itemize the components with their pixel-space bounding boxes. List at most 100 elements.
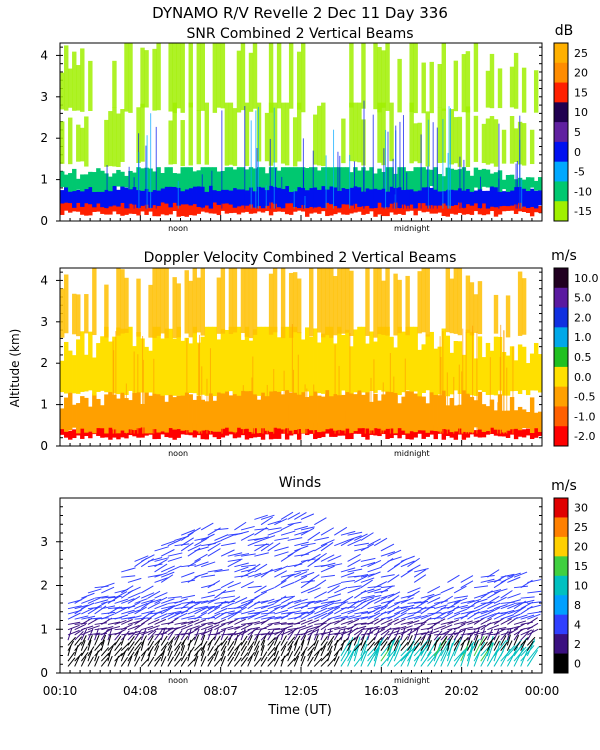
wind-barb: [373, 636, 385, 657]
wind-barb: [387, 612, 401, 620]
heatmap-cell: [465, 198, 471, 215]
wind-barb: [380, 585, 394, 594]
heatmap-cell: [200, 43, 205, 111]
heatmap-cell: [212, 43, 218, 113]
heatmap-cell: [417, 388, 422, 431]
wind-barb: [327, 585, 340, 594]
heatmap-cell: [168, 328, 173, 395]
wind-barb: [380, 574, 395, 578]
heatmap-cell: [80, 396, 85, 429]
heatmap-cell: [421, 268, 426, 333]
heatmap-cell: [184, 167, 189, 190]
wind-barb: [161, 621, 174, 625]
heatmap-cell: [381, 326, 386, 392]
wind-barb: [194, 619, 207, 625]
heatmap-cell: [72, 429, 77, 439]
wind-barb: [254, 585, 267, 594]
wind-barb: [433, 618, 446, 625]
colorbar-frame: [553, 267, 569, 447]
heatmap-cell: [116, 327, 121, 395]
heatmap-cell: [256, 399, 262, 434]
wind-barb: [134, 646, 141, 657]
heatmap-cell: [140, 178, 145, 206]
wind-barb: [314, 612, 328, 620]
heatmap-cell: [397, 426, 402, 439]
heatmap-cell: [296, 278, 302, 334]
wind-barb: [380, 639, 395, 657]
heatmap-cell: [196, 43, 201, 111]
wind-barb: [134, 641, 142, 652]
heatmap-cell: [108, 176, 113, 192]
x-tick-label: 08:07: [203, 684, 238, 698]
heatmap-cell: [172, 102, 177, 165]
heatmap-cell: [517, 406, 523, 431]
wind-barb: [200, 561, 216, 568]
wind-barb: [513, 614, 528, 620]
wind-barb: [200, 533, 215, 541]
wind-barb: [227, 559, 242, 568]
wind-barb: [154, 558, 168, 568]
wind-barb: [94, 634, 100, 646]
wind-barb: [280, 625, 293, 631]
wind-barb: [147, 598, 162, 604]
wind-barb: [480, 613, 495, 620]
wind-barb: [280, 622, 294, 625]
figure-title: DYNAMO R/V Revelle 2 Dec 11 Day 336: [152, 4, 448, 22]
wind-barb: [347, 553, 361, 562]
colorbar-label: 20: [574, 67, 588, 80]
time-marker-label: noon: [168, 676, 188, 685]
wind-barb: [380, 543, 395, 552]
wind-barb: [214, 635, 221, 646]
wind-barb: [453, 636, 462, 646]
wind-barb: [520, 629, 533, 636]
wind-barb: [294, 611, 309, 615]
wind-barb: [187, 558, 201, 568]
wind-barb: [420, 593, 435, 599]
wind-barb: [234, 530, 249, 536]
wind-barb: [147, 656, 155, 667]
wind-barb: [374, 581, 388, 589]
wind-barb: [320, 542, 334, 552]
heatmap-cell: [188, 43, 193, 108]
wind-barb: [154, 618, 167, 625]
wind-barb: [200, 645, 206, 657]
colorbar-swatch: [554, 268, 568, 289]
wind-barb: [147, 601, 161, 610]
wind-barb: [320, 658, 330, 667]
heatmap-cell: [104, 189, 109, 209]
heatmap-cell: [84, 294, 89, 334]
heatmap-cell: [457, 341, 463, 395]
wind-barb: [247, 585, 262, 589]
wind-barb: [440, 624, 453, 631]
heatmap-cell: [200, 186, 205, 208]
wind-barb: [300, 526, 315, 531]
wind-barb: [187, 646, 195, 657]
wind-barb: [260, 632, 274, 636]
heatmap-cell: [100, 336, 105, 391]
wind-barb: [354, 622, 367, 625]
heatmap-cell: [188, 343, 193, 393]
heatmap-cell: [64, 197, 69, 211]
wind-barb: [353, 650, 367, 667]
wind-barb: [287, 599, 302, 604]
wind-barb: [387, 556, 402, 562]
heatmap-cell: [457, 404, 463, 429]
heatmap-cell: [365, 343, 370, 393]
wind-barb: [140, 657, 150, 667]
wind-barb: [194, 655, 199, 667]
wind-barb: [121, 616, 136, 620]
wind-barb: [447, 605, 460, 615]
heatmap-cell: [212, 167, 218, 191]
heatmap-cell: [188, 394, 193, 433]
wind-barb: [414, 568, 429, 573]
wind-barb: [467, 630, 476, 641]
wind-barb: [274, 609, 289, 615]
heatmap-cell: [284, 185, 290, 204]
wind-barb: [201, 599, 215, 604]
heatmap-cell: [292, 178, 298, 207]
heatmap-cell: [405, 326, 410, 391]
heatmap-cell: [232, 268, 238, 333]
heatmap-cell: [68, 392, 73, 431]
heatmap-cell: [357, 102, 362, 163]
wind-barb: [487, 590, 500, 599]
